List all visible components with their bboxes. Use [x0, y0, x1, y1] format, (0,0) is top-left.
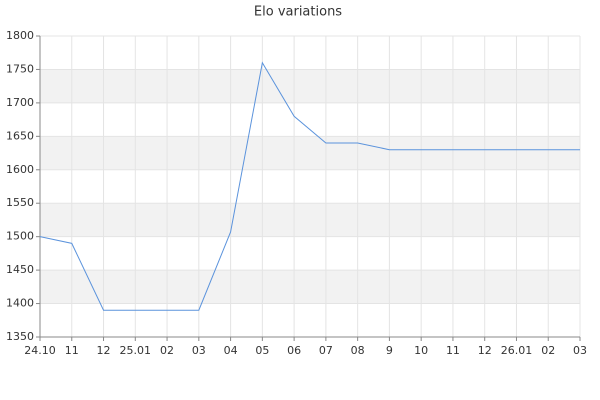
line — [39, 61, 580, 311]
x-tick-label: 05 — [255, 344, 269, 357]
y-tick-label: 1400 — [6, 297, 34, 310]
x-tick-label: 9 — [386, 344, 393, 357]
x-tick-label: 12 — [97, 344, 111, 357]
x-tick-label: 24.10 — [24, 344, 56, 357]
x-tick-label: 06 — [287, 344, 301, 357]
x-tick-label: 25.01 — [120, 344, 152, 357]
y-tick-label: 1750 — [6, 62, 34, 75]
grid-band — [40, 270, 580, 304]
x-tick-label: 26.01 — [501, 344, 533, 357]
y-tick-label: 1700 — [6, 96, 34, 109]
x-tick-label: 02 — [160, 344, 174, 357]
x-tick-label: 02 — [541, 344, 555, 357]
chart-title: Elo variations — [254, 5, 342, 20]
x-tick-label: 03 — [192, 344, 206, 357]
y-tick-label: 1650 — [6, 129, 34, 142]
x-tick-label: 07 — [319, 344, 333, 357]
y-tick-label: 1600 — [6, 163, 34, 176]
x-tick-label: 04 — [224, 344, 238, 357]
x-tick-label: 08 — [351, 344, 365, 357]
y-tick-label: 1350 — [6, 330, 34, 343]
y-tick-label: 1800 — [6, 29, 34, 42]
y-tick-label: 1500 — [6, 230, 34, 243]
grid-band — [40, 69, 580, 103]
grid-band — [40, 203, 580, 237]
y-tick-label: 1550 — [6, 196, 34, 209]
x-tick-label: 12 — [478, 344, 492, 357]
x-tick-label: 10 — [414, 344, 428, 357]
y-tick-label: 1450 — [6, 263, 34, 276]
x-tick-label: 03 — [573, 344, 587, 357]
x-tick-label: 11 — [446, 344, 460, 357]
grid-band — [40, 136, 580, 170]
x-tick-label: 11 — [65, 344, 79, 357]
